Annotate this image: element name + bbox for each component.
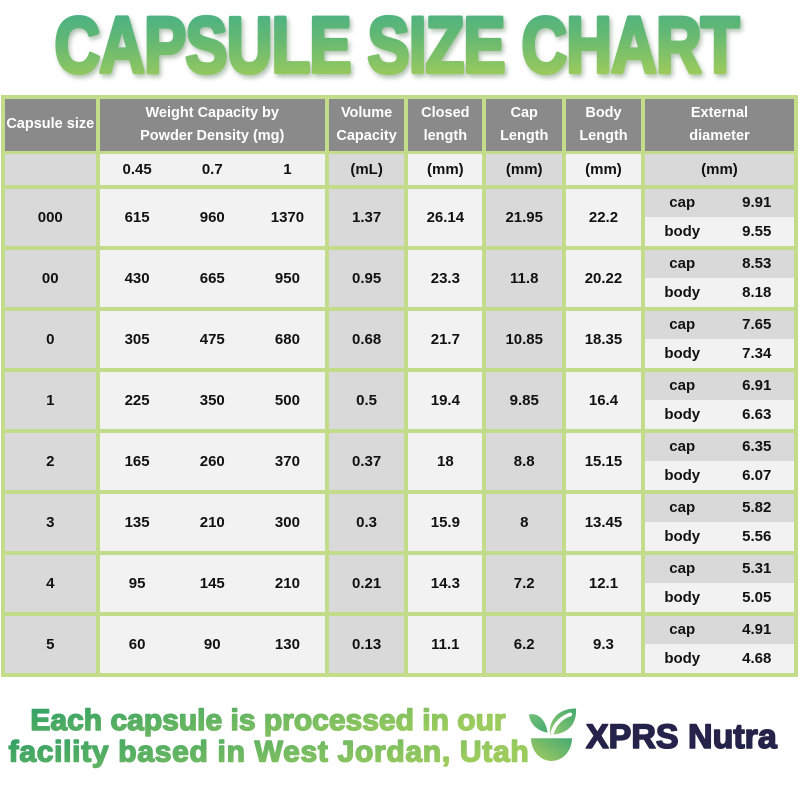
- svg-text:XPRS Nutra: XPRS Nutra: [586, 718, 778, 756]
- svg-text:Each capsule is processed in o: Each capsule is processed in our: [30, 704, 506, 737]
- svg-text:facility based in West Jordan,: facility based in West Jordan, Utah: [9, 736, 530, 769]
- svg-text:CAPSULE SIZE CHART: CAPSULE SIZE CHART: [54, 1, 738, 89]
